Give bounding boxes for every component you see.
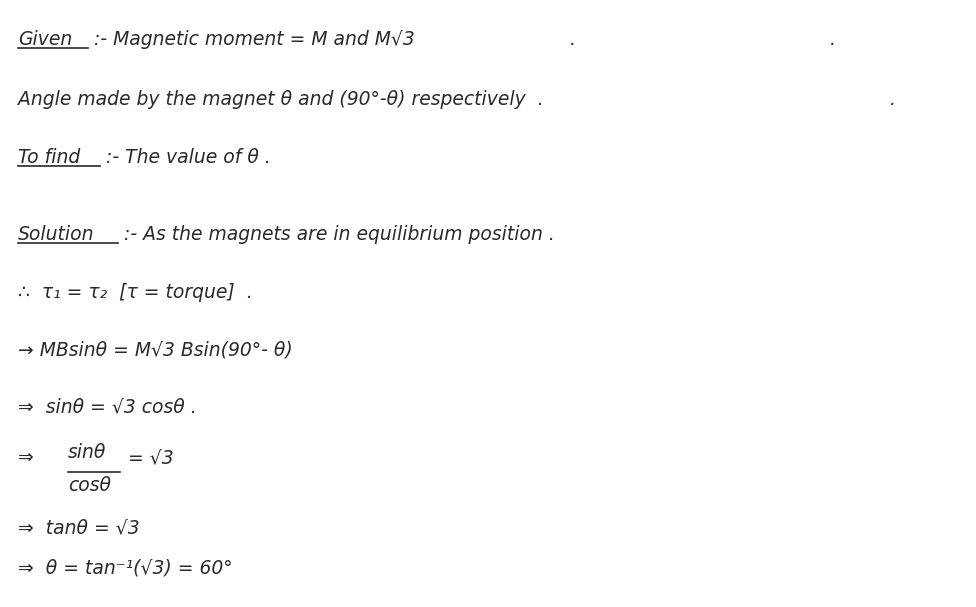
Text: .: .	[830, 30, 836, 49]
Text: Solution: Solution	[18, 225, 95, 244]
Text: ∴  τ₁ = τ₂  [τ = torque]  .: ∴ τ₁ = τ₂ [τ = torque] .	[18, 283, 253, 302]
Text: :- The value of θ .: :- The value of θ .	[100, 148, 271, 167]
Text: Angle made by the magnet θ and (90°-θ) respectively  .: Angle made by the magnet θ and (90°-θ) r…	[18, 90, 544, 109]
Text: → MBsinθ = M√3 Bsin(90°- θ): → MBsinθ = M√3 Bsin(90°- θ)	[18, 340, 293, 359]
Text: Given: Given	[18, 30, 72, 49]
Text: :- As the magnets are in equilibrium position .: :- As the magnets are in equilibrium pos…	[118, 225, 555, 244]
Text: cosθ: cosθ	[68, 476, 111, 495]
Text: ⇒  sinθ = √3 cosθ .: ⇒ sinθ = √3 cosθ .	[18, 397, 197, 416]
Text: ⇒  θ = tan⁻¹(√3) = 60°: ⇒ θ = tan⁻¹(√3) = 60°	[18, 558, 232, 577]
Text: To find: To find	[18, 148, 80, 167]
Text: = √3: = √3	[122, 448, 174, 467]
Text: .: .	[890, 90, 896, 109]
Text: :- Magnetic moment = M and M√3: :- Magnetic moment = M and M√3	[88, 30, 415, 49]
Text: ⇒  tanθ = √3: ⇒ tanθ = √3	[18, 518, 140, 537]
Text: .: .	[570, 30, 576, 49]
Text: ⇒: ⇒	[18, 448, 46, 467]
Text: sinθ: sinθ	[68, 443, 106, 462]
